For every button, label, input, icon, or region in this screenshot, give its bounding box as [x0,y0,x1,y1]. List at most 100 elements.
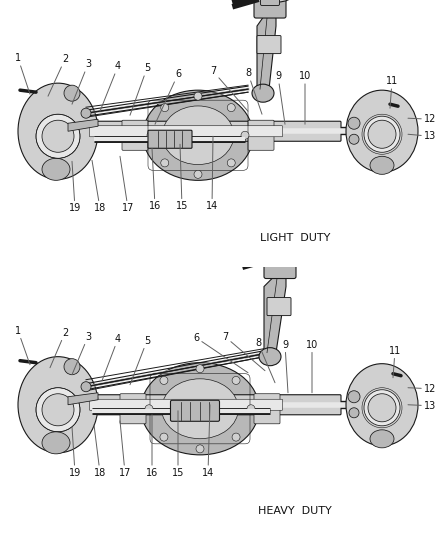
Circle shape [42,394,74,426]
Text: 19: 19 [69,427,81,478]
Polygon shape [68,393,98,405]
Circle shape [348,391,360,403]
Text: 11: 11 [389,346,401,378]
Text: 4: 4 [102,334,121,381]
Ellipse shape [346,90,418,172]
Text: 12: 12 [408,114,436,124]
Ellipse shape [141,362,259,455]
Circle shape [270,219,306,254]
Text: 5: 5 [130,336,150,385]
Text: 15: 15 [172,411,184,478]
Ellipse shape [370,156,394,174]
Text: 7: 7 [210,66,248,111]
FancyBboxPatch shape [87,121,341,141]
Circle shape [349,408,359,418]
Text: 16: 16 [149,148,161,212]
Ellipse shape [18,83,98,179]
Text: 9: 9 [282,340,288,393]
Text: 2: 2 [50,328,68,368]
Text: 12: 12 [408,384,436,394]
Text: 15: 15 [176,144,188,212]
Circle shape [232,376,240,384]
Ellipse shape [36,387,80,432]
Text: 18: 18 [94,425,106,478]
Circle shape [194,171,202,179]
Ellipse shape [370,430,394,448]
Polygon shape [257,16,276,89]
Ellipse shape [42,158,70,180]
Ellipse shape [364,116,400,152]
Text: 13: 13 [408,131,436,141]
Text: HEAVY  DUTY: HEAVY DUTY [258,506,332,516]
Circle shape [368,394,396,422]
Ellipse shape [252,84,274,102]
FancyBboxPatch shape [120,394,146,424]
FancyBboxPatch shape [248,120,274,150]
Circle shape [271,244,285,257]
Circle shape [241,131,249,139]
Circle shape [196,445,204,453]
Circle shape [232,433,240,441]
FancyBboxPatch shape [254,0,286,18]
Text: 14: 14 [202,405,214,478]
Circle shape [147,131,155,139]
Circle shape [194,92,202,100]
Text: 4: 4 [100,61,121,111]
Ellipse shape [364,390,400,426]
FancyBboxPatch shape [89,126,283,137]
Ellipse shape [162,379,238,439]
Ellipse shape [346,364,418,446]
Circle shape [252,0,304,2]
FancyBboxPatch shape [257,36,281,54]
Circle shape [64,359,80,375]
Polygon shape [68,119,98,131]
Circle shape [81,108,91,118]
Text: 8: 8 [245,68,262,114]
Circle shape [161,103,169,111]
Circle shape [262,211,314,262]
Circle shape [227,159,235,167]
Ellipse shape [162,106,234,165]
Circle shape [196,365,204,373]
Circle shape [160,376,168,384]
Circle shape [42,120,74,152]
Text: 11: 11 [386,76,398,108]
FancyBboxPatch shape [170,400,219,421]
Text: 8: 8 [255,337,275,383]
Polygon shape [264,277,286,353]
FancyBboxPatch shape [89,399,283,410]
Text: 3: 3 [72,59,91,104]
FancyBboxPatch shape [261,0,279,5]
Text: 6: 6 [155,69,181,124]
Text: 3: 3 [72,332,91,375]
Ellipse shape [36,114,80,158]
Text: LIGHT  DUTY: LIGHT DUTY [260,233,330,244]
Text: 5: 5 [130,63,150,115]
FancyBboxPatch shape [267,297,291,316]
Circle shape [247,405,255,413]
FancyBboxPatch shape [87,395,341,415]
Circle shape [160,433,168,441]
Circle shape [349,134,359,144]
Text: 6: 6 [193,333,248,373]
Text: 1: 1 [15,326,30,365]
Text: 17: 17 [119,421,131,478]
Ellipse shape [143,90,253,180]
Text: 17: 17 [120,156,134,213]
Circle shape [64,85,80,101]
Text: 18: 18 [92,160,106,213]
FancyBboxPatch shape [148,130,192,148]
Text: 10: 10 [306,340,318,393]
Circle shape [227,103,235,111]
Circle shape [81,382,91,392]
Ellipse shape [18,357,98,453]
Text: 10: 10 [299,71,311,124]
Text: 13: 13 [408,401,436,411]
Text: 9: 9 [275,71,285,124]
FancyBboxPatch shape [264,243,296,279]
Circle shape [145,405,153,413]
FancyBboxPatch shape [122,120,148,150]
Circle shape [368,120,396,148]
Circle shape [161,159,169,167]
Text: 14: 14 [206,136,218,212]
